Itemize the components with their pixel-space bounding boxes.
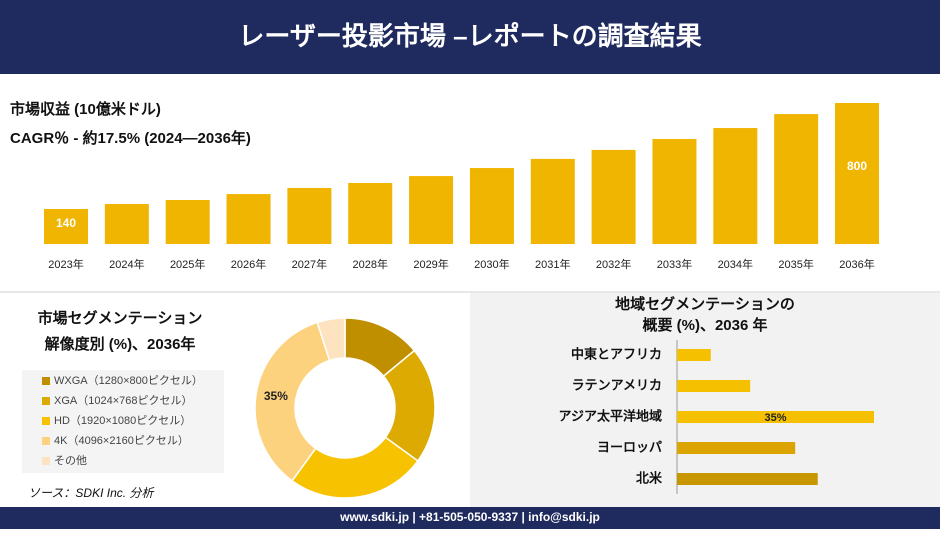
x-tick-label: 2035年 bbox=[778, 257, 813, 271]
x-tick-label: 2034年 bbox=[718, 257, 753, 271]
bar bbox=[469, 168, 514, 244]
x-tick-label: 2024年 bbox=[109, 257, 144, 271]
bar bbox=[165, 200, 210, 244]
hbar-subtitle: 概要 (%)、2036 年 bbox=[642, 316, 767, 334]
x-tick-label: 2029年 bbox=[413, 257, 448, 271]
y-tick-label: ラテンアメリカ bbox=[572, 377, 662, 392]
donut-title: 市場セグメンテーション bbox=[38, 309, 203, 327]
legend-box bbox=[22, 370, 224, 473]
value-label: 35% bbox=[264, 389, 288, 403]
bar bbox=[677, 442, 796, 454]
legend-swatch bbox=[42, 457, 50, 465]
bar bbox=[677, 473, 818, 485]
legend-swatch bbox=[42, 437, 50, 445]
legend-label: XGA（1024×768ピクセル） bbox=[54, 394, 192, 407]
hbar-title: 地域セグメンテーションの bbox=[615, 295, 795, 313]
donut-subtitle: 解像度別 (%)、2036年 bbox=[45, 335, 196, 353]
bar bbox=[348, 182, 393, 244]
value-label: 35% bbox=[764, 412, 786, 424]
x-tick-label: 2025年 bbox=[170, 257, 205, 271]
value-label: 140 bbox=[56, 216, 76, 230]
bar-subtitle: CAGR％ - 約17.5% (2024—2036年) bbox=[10, 129, 251, 147]
source: ソース：SDKI Inc. 分析 bbox=[28, 486, 155, 500]
legend-label: その他 bbox=[54, 454, 87, 467]
x-tick-label: 2023年 bbox=[48, 257, 83, 271]
bar bbox=[591, 149, 636, 244]
bar bbox=[409, 176, 454, 244]
legend-swatch bbox=[42, 397, 50, 405]
bar bbox=[226, 194, 271, 244]
x-tick-label: 2032年 bbox=[596, 257, 631, 271]
value-label: 800 bbox=[847, 159, 867, 173]
y-tick-label: 北米 bbox=[636, 470, 663, 485]
legend-swatch bbox=[42, 377, 50, 385]
x-tick-label: 2030年 bbox=[474, 257, 509, 271]
bar bbox=[677, 380, 751, 392]
bar bbox=[835, 103, 879, 244]
x-tick-label: 2027年 bbox=[292, 257, 327, 271]
bar bbox=[530, 158, 575, 244]
donut-segment bbox=[316, 317, 346, 362]
legend-swatch bbox=[42, 417, 50, 425]
y-tick-label: アジア太平洋地域 bbox=[559, 408, 662, 423]
x-tick-label: 2031年 bbox=[535, 257, 570, 271]
footer: www.sdki.jp | +81-505-050-9337 | info@sd… bbox=[339, 510, 600, 524]
donut-segment bbox=[254, 321, 331, 482]
header-title: レーザー投影市場 –レポートの調査結果 bbox=[238, 21, 701, 51]
bar bbox=[287, 187, 332, 244]
legend-label: WXGA（1280×800ピクセル） bbox=[54, 374, 203, 387]
bar bbox=[677, 411, 874, 423]
right-panel bbox=[470, 293, 940, 507]
bar bbox=[652, 138, 697, 244]
x-tick-label: 2028年 bbox=[352, 257, 387, 271]
y-tick-label: ヨーロッパ bbox=[597, 439, 662, 454]
bar bbox=[104, 204, 149, 244]
legend-label: 4K（4096×2160ピクセル） bbox=[54, 434, 189, 447]
footer-band bbox=[0, 507, 940, 529]
header-band bbox=[0, 0, 940, 74]
x-tick-label: 2036年 bbox=[839, 257, 874, 271]
bar bbox=[44, 209, 88, 244]
bar bbox=[677, 349, 711, 361]
legend-label: HD（1920×1080ピクセル） bbox=[54, 414, 191, 427]
bar-title: 市場収益 (10億米ドル) bbox=[10, 100, 161, 118]
y-tick-label: 中東とアフリカ bbox=[571, 346, 662, 361]
bar bbox=[713, 128, 758, 244]
bar bbox=[774, 114, 819, 244]
x-tick-label: 2026年 bbox=[231, 257, 266, 271]
x-tick-label: 2033年 bbox=[657, 257, 692, 271]
